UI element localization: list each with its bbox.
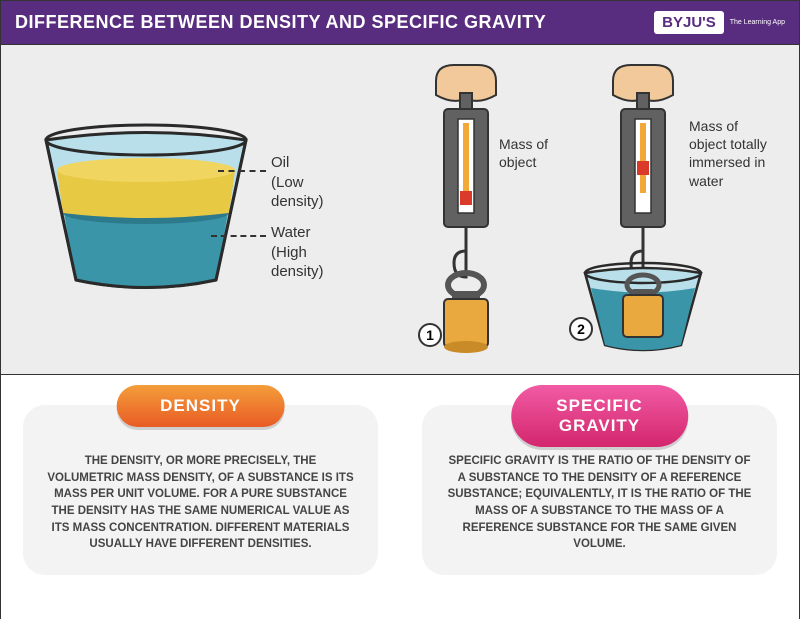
infographic-frame: DIFFERENCE BETWEEN DENSITY AND SPECIFIC … xyxy=(0,0,800,619)
specific-gravity-card: SPECIFIC GRAVITY SPECIFIC GRAVITY IS THE… xyxy=(422,405,777,575)
specific-gravity-pill: SPECIFIC GRAVITY xyxy=(511,385,689,447)
oil-leader-line xyxy=(218,170,266,172)
spring-scale-2-icon xyxy=(583,63,753,358)
scale2-label: Mass of object totally immersed in water xyxy=(689,117,767,190)
water-leader-line xyxy=(211,235,266,237)
page-title: DIFFERENCE BETWEEN DENSITY AND SPECIFIC … xyxy=(15,12,546,33)
density-text: THE DENSITY, OR MORE PRECISELY, THE VOLU… xyxy=(47,453,354,553)
brand-logo: BYJU'S The Learning App xyxy=(654,11,785,34)
specific-gravity-column: SPECIFIC GRAVITY SPECIFIC GRAVITY IS THE… xyxy=(400,375,799,619)
illustration-area: Oil (Low density) Water (High density) M… xyxy=(1,45,799,375)
density-card: DENSITY THE DENSITY, OR MORE PRECISELY, … xyxy=(23,405,378,575)
oil-label: Oil (Low density) xyxy=(271,153,324,212)
definitions-row: DENSITY THE DENSITY, OR MORE PRECISELY, … xyxy=(1,375,799,619)
specific-gravity-text: SPECIFIC GRAVITY IS THE RATIO OF THE DEN… xyxy=(446,453,753,553)
spring-scale-1-icon xyxy=(416,63,516,358)
scale2-number: 2 xyxy=(569,317,593,341)
scale1-label: Mass of object xyxy=(499,135,548,171)
scale1-number: 1 xyxy=(418,323,442,347)
water-label: Water (High density) xyxy=(271,223,324,282)
density-beaker-icon xyxy=(31,115,261,295)
logo-text: BYJU'S xyxy=(654,11,724,34)
density-column: DENSITY THE DENSITY, OR MORE PRECISELY, … xyxy=(1,375,400,619)
logo-tagline: The Learning App xyxy=(730,19,785,26)
header-bar: DIFFERENCE BETWEEN DENSITY AND SPECIFIC … xyxy=(1,1,799,45)
density-pill: DENSITY xyxy=(116,385,285,427)
